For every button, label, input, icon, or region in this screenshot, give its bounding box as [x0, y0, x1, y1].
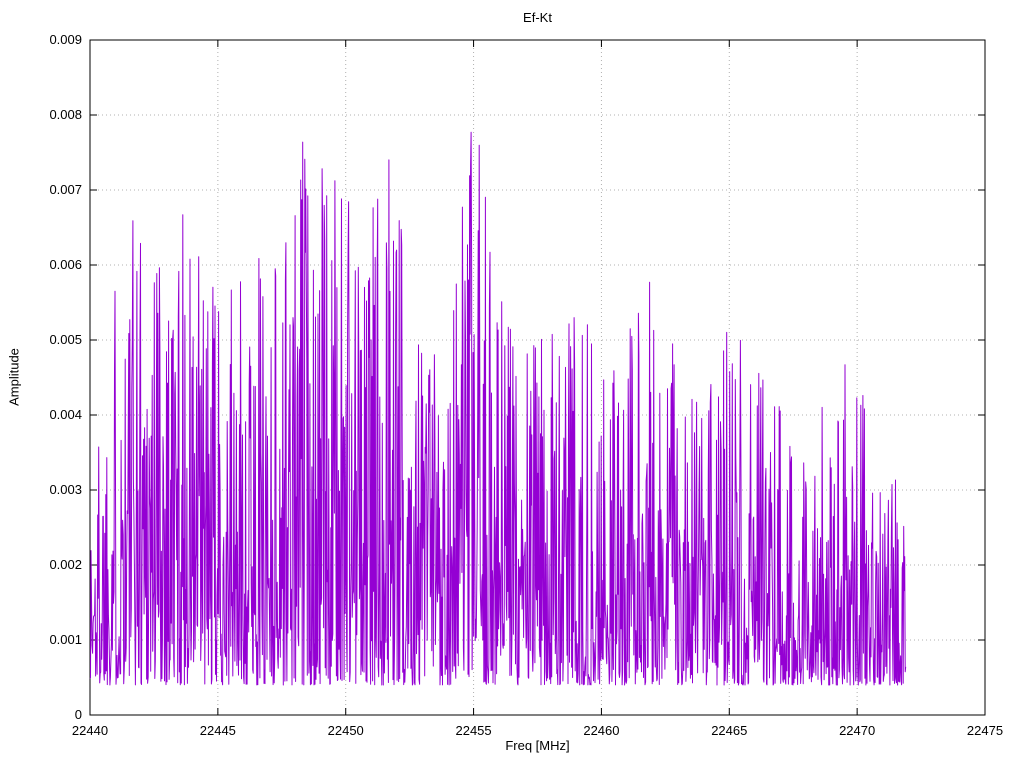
x-tick-label: 22475 — [966, 723, 1004, 738]
y-tick-label: 0.007 — [49, 182, 82, 197]
y-tick-label: 0.003 — [49, 482, 82, 497]
x-tick-label: 22450 — [327, 723, 364, 738]
y-tick-label: 0.006 — [49, 257, 82, 272]
x-tick-label: 22455 — [455, 723, 492, 738]
x-tick-label: 22470 — [839, 723, 876, 738]
x-tick-label: 22460 — [583, 723, 620, 738]
y-tick-label: 0.004 — [49, 407, 82, 422]
y-tick-label: 0.008 — [49, 107, 82, 122]
plot-border — [89, 39, 986, 716]
x-tick-label: 22445 — [199, 723, 236, 738]
chart-title: Ef-Kt — [523, 10, 552, 25]
signal-trace — [89, 131, 907, 686]
y-tick-label: 0.001 — [49, 632, 82, 647]
y-tick-label: 0.009 — [49, 32, 82, 47]
y-tick-label: 0 — [74, 707, 82, 722]
x-tick-label: 22440 — [71, 723, 109, 738]
y-tick-label: 0.005 — [49, 332, 82, 347]
y-tick-label: 0.002 — [49, 557, 82, 572]
x-tick-label: 22465 — [711, 723, 748, 738]
x-axis-label: Freq [MHz] — [505, 738, 570, 753]
